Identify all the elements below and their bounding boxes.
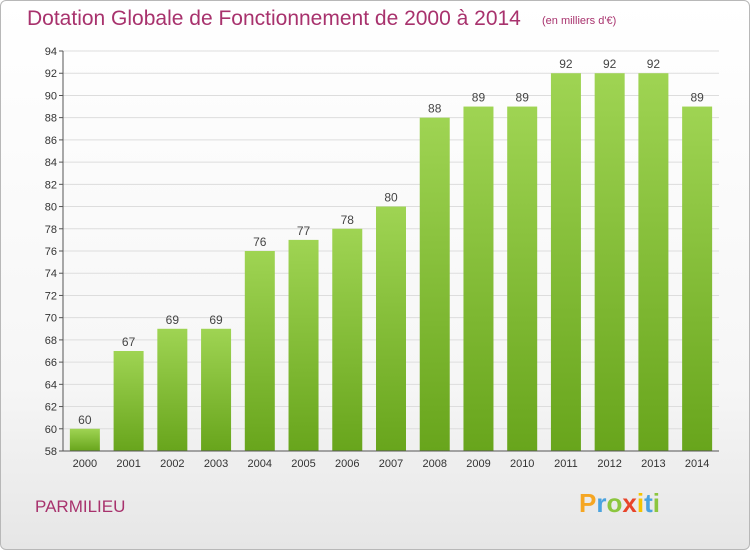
x-tick-label-2007: 2007 [379,458,403,470]
axes: 58 60 62 64 66 68 70 72 74 76 78 80 82 84 86 88 90 92 94 20… [45,46,719,470]
y-tick-label: 62 [45,402,57,414]
y-tick-label: 82 [45,179,57,191]
y-tick-label: 68 [45,335,57,347]
y-tick-label: 64 [45,379,57,391]
bar-2001 [113,351,144,451]
y-tick-label: 60 [45,424,57,436]
data-label-2010: 89 [516,91,530,105]
logo-letter: o [606,488,623,518]
y-tick-label: 80 [45,202,57,214]
bar-2008 [419,117,450,452]
bar-2010 [507,106,538,452]
data-label-2005: 77 [297,224,311,238]
chart-subtitle: (en milliers d'€) [542,15,617,27]
bar-2002 [157,328,188,451]
x-tick-label-2008: 2008 [422,458,446,470]
commune-name: PARMILIEU [35,497,126,516]
y-tick-label: 74 [45,268,57,280]
x-tick-label-2003: 2003 [204,458,228,470]
x-tick-label-2004: 2004 [248,458,272,470]
data-label-2011: 92 [559,57,573,71]
data-label-2014: 89 [690,91,704,105]
y-tick-label: 70 [45,313,57,325]
x-tick-label-2006: 2006 [335,458,359,470]
bar-2013 [638,73,669,451]
bar-2011 [550,73,581,451]
y-tick-label: 86 [45,135,57,147]
y-tick-label: 66 [45,357,57,369]
data-label-2000: 60 [78,413,92,427]
bar-2012 [594,73,625,451]
y-tick-label: 72 [45,290,57,302]
bar-2003 [201,328,232,451]
y-tick-label: 76 [45,246,57,258]
data-label-2006: 78 [341,213,355,227]
logo-letter: i [636,488,645,518]
x-tick-label-2012: 2012 [597,458,621,470]
logo-letter: t [644,488,653,518]
bar-2000 [69,428,100,451]
bar-2005 [288,239,319,451]
bar-2014 [682,106,713,452]
x-tick-label-2001: 2001 [116,458,140,470]
proxiti-logo: Proxiti [579,488,660,519]
data-label-2007: 80 [384,191,398,205]
y-tick-label: 94 [45,46,57,58]
x-tick-label-2011: 2011 [554,458,578,470]
x-tick-label-2014: 2014 [685,458,709,470]
logo-letter: P [579,488,597,518]
data-label-2013: 92 [647,57,661,71]
y-tick-label: 58 [45,446,57,458]
x-tick-label-2010: 2010 [510,458,534,470]
bar-2007 [376,206,406,451]
bar-2006 [332,228,363,451]
x-tick-label-2005: 2005 [291,458,315,470]
x-tick-label-2000: 2000 [73,458,97,470]
x-tick-label-2002: 2002 [160,458,184,470]
data-label-2002: 69 [166,313,180,327]
logo-letter: i [652,488,660,518]
chart-title: Dotation Globale de Fonctionnement de 20… [27,7,521,30]
data-label-2001: 67 [122,335,136,349]
y-tick-label: 92 [45,68,57,80]
logo-letter: x [622,488,637,518]
bar-2009 [463,106,494,452]
data-label-2003: 69 [209,313,223,327]
data-label-2012: 92 [603,57,617,71]
logo-letter: r [596,488,607,518]
x-tick-label-2009: 2009 [466,458,490,470]
data-label-2008: 88 [428,102,442,116]
y-tick-label: 90 [45,90,57,102]
y-tick-label: 78 [45,224,57,236]
y-tick-label: 88 [45,113,57,125]
bars: 60 67 69 69 76 77 78 80 88 89 89 92 92 92 89 [69,57,713,452]
bar-2004 [244,251,275,451]
data-label-2004: 76 [253,235,267,249]
data-label-2009: 89 [472,91,486,105]
y-tick-label: 84 [45,157,57,169]
x-tick-label-2013: 2013 [641,458,665,470]
